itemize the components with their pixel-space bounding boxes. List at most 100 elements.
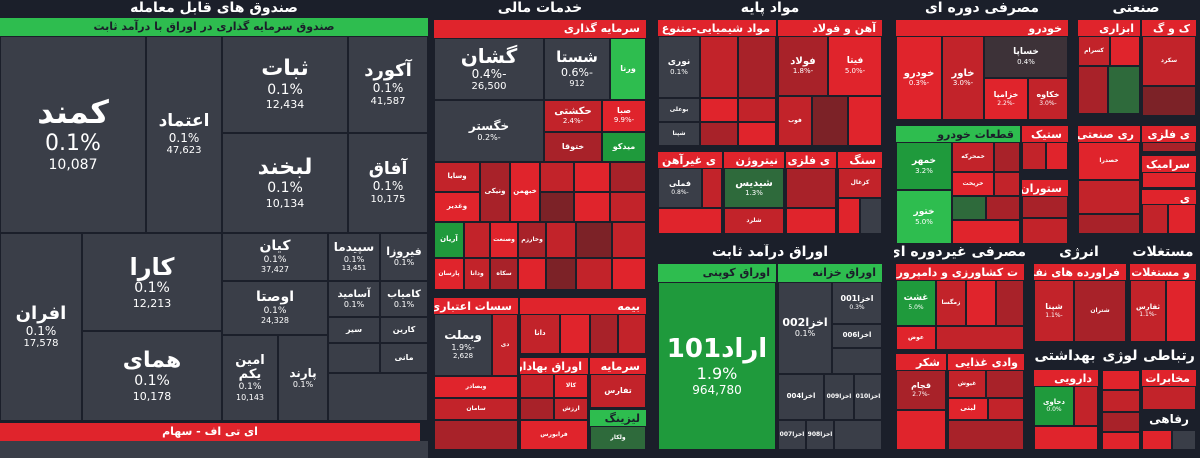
re-sub[interactable]: و مستغلات (1130, 264, 1196, 280)
basic-tile[interactable] (702, 168, 722, 208)
tech-tile[interactable] (1102, 432, 1140, 450)
fin-sub-insurance[interactable]: بیمه (520, 298, 646, 314)
basic-tile[interactable]: شپنا (658, 122, 700, 146)
fin-tile[interactable]: فرابورس (520, 420, 588, 450)
noncyc-tile[interactable]: لبنی (948, 398, 988, 420)
fixed-tile[interactable]: اخزا001 0.3% (832, 282, 882, 324)
noncyc-tile[interactable]: عوض (896, 326, 936, 350)
fin-tile[interactable]: وسایا (434, 162, 480, 192)
noncyc-sub-sugar[interactable]: شکر (896, 354, 946, 370)
fin-tile[interactable]: آریان (434, 222, 464, 258)
fin-tile[interactable]: میدکو (602, 132, 646, 162)
fin-tile[interactable] (612, 222, 646, 258)
basic-sub-stone[interactable]: سنگ (838, 152, 882, 168)
fund-tile[interactable]: آسامید 0.1% (328, 281, 380, 317)
fixed-tile[interactable]: اخزا006 (832, 324, 882, 348)
basic-sub-metal[interactable]: ی فلزی (786, 152, 836, 168)
health-sub-pharma[interactable]: دارویی (1034, 370, 1098, 386)
fund-tile[interactable]: همای 0.1% 10,178 (82, 331, 222, 421)
fin-tile[interactable]: گشان -0.4% 26,500 (434, 38, 544, 100)
basic-tile[interactable]: فیتا -5.0% (828, 36, 882, 96)
fund-tile[interactable]: ثبات 0.1% 12,434 (222, 36, 348, 133)
fixed-tile[interactable] (834, 420, 882, 450)
health-tile[interactable] (1074, 386, 1098, 426)
ind-tile[interactable]: کسرام (1078, 36, 1110, 66)
cyc-sub-auto[interactable]: خودرو (896, 20, 1068, 36)
fin-tile[interactable]: خگستر -0.2% (434, 100, 544, 162)
ind-tile[interactable] (1108, 66, 1140, 114)
re-tile[interactable] (1166, 280, 1196, 342)
energy-tile[interactable]: شپنا -1.1% (1034, 280, 1074, 342)
ind-tile[interactable] (1142, 142, 1196, 152)
fin-tile[interactable] (546, 258, 576, 290)
welfare-tile[interactable] (1142, 430, 1172, 450)
fin-tile[interactable]: دانا (520, 314, 560, 354)
ind-tile[interactable] (1078, 66, 1108, 114)
fin-tile[interactable]: سکاه (490, 258, 518, 290)
fin-tile[interactable]: شستا -0.6% 912 (544, 38, 610, 100)
fin-tile[interactable]: پارسان (434, 258, 464, 290)
fin-tile[interactable]: ختوقا (544, 132, 602, 162)
basic-tile[interactable] (860, 198, 882, 234)
fin-tile[interactable] (520, 374, 554, 398)
fin-tile[interactable] (612, 258, 646, 290)
fin-tile[interactable] (434, 420, 518, 450)
fin-tile[interactable] (590, 314, 618, 354)
basic-tile[interactable] (658, 208, 722, 234)
fin-sub-credit[interactable]: سسات اعتباری (434, 298, 518, 314)
cyc-tile[interactable] (1046, 142, 1068, 170)
noncyc-tile[interactable]: غشت 5.0% (896, 280, 936, 326)
fin-tile[interactable]: ونیکی (480, 162, 510, 222)
fin-sub-securities[interactable]: اوراق بهادار (520, 358, 588, 374)
cyc-tile[interactable]: خاور -3.0% (942, 36, 984, 120)
telecom-sub[interactable]: مخابرات (1142, 370, 1196, 386)
fin-sub-capital[interactable]: سرمایه (590, 358, 646, 374)
fund-tile[interactable]: پارند 0.1% (278, 335, 328, 421)
ind-tile[interactable]: سکرد (1142, 36, 1196, 86)
fixed-tile[interactable] (832, 348, 882, 374)
cyc-tile[interactable]: خساپا 0.4% (984, 36, 1068, 78)
ind-tile[interactable]: خصدرا (1078, 142, 1140, 180)
fixed-tile[interactable]: اخزا010 (854, 374, 882, 420)
basic-tile[interactable]: فولاد -1.8% (778, 36, 828, 96)
fin-tile[interactable] (576, 258, 612, 290)
ind-tile[interactable] (1078, 180, 1140, 214)
fund-tile[interactable]: لبخند 0.1% 10,134 (222, 133, 348, 233)
fixed-tile[interactable]: اخزا002 0.1% (778, 282, 832, 374)
noncyc-tile[interactable]: قچام -2.7% (896, 370, 946, 410)
noncyc-tile[interactable]: غیوش (948, 370, 986, 398)
basic-sub-nonferrous[interactable]: ی غیرآهن (658, 152, 722, 168)
fin-tile[interactable] (618, 314, 646, 354)
fixed-tile[interactable]: اخزا004 (778, 374, 824, 420)
fixed-tile[interactable]: اخزا009 (824, 374, 854, 420)
fund-tile[interactable]: اوصتا 0.1% 24,328 (222, 281, 328, 335)
ind-tile[interactable] (1142, 204, 1168, 234)
basic-tile[interactable]: کزغال (838, 168, 882, 198)
tech-tile[interactable] (1102, 412, 1140, 432)
noncyc-tile[interactable]: زمگسا (936, 280, 966, 326)
fixed-sub-treasury[interactable]: اوراق خزانه (778, 264, 882, 282)
fixed-sub-coupon[interactable]: اوراق کوپنی (658, 264, 776, 282)
fixed-tile[interactable]: اخزا007 (778, 420, 806, 450)
noncyc-tile[interactable] (936, 326, 1024, 350)
fin-tile[interactable] (540, 192, 574, 222)
basic-sub-steel[interactable]: آهن و فولاد (778, 20, 882, 36)
telecom-tile[interactable] (1142, 386, 1196, 410)
fund-tile[interactable]: اعتماد 0.1% 47,623 (146, 36, 222, 233)
basic-tile[interactable]: فملی -0.8% (658, 168, 702, 208)
cyc-tile[interactable] (1022, 142, 1046, 170)
fund-tile[interactable]: سپیدما 0.1% 13,451 (328, 233, 380, 281)
cyc-tile[interactable] (1022, 218, 1068, 244)
ind-sub-5[interactable]: سرامیک (1142, 156, 1196, 172)
tech-tile[interactable] (1102, 370, 1140, 390)
noncyc-tile[interactable] (986, 370, 1024, 398)
cyc-tile[interactable] (994, 142, 1020, 172)
fund-tile[interactable] (328, 343, 380, 373)
fund-tile[interactable] (328, 373, 428, 421)
fund-tile[interactable]: سیر (328, 317, 380, 343)
re-tile[interactable]: ثفارس -1.1% (1130, 280, 1166, 342)
noncyc-sub-food[interactable]: وادی غذایی (948, 354, 1024, 370)
ind-tile[interactable] (1168, 204, 1196, 234)
ind-sub-4[interactable]: ی فلزی (1142, 126, 1196, 142)
basic-tile[interactable] (700, 98, 738, 122)
